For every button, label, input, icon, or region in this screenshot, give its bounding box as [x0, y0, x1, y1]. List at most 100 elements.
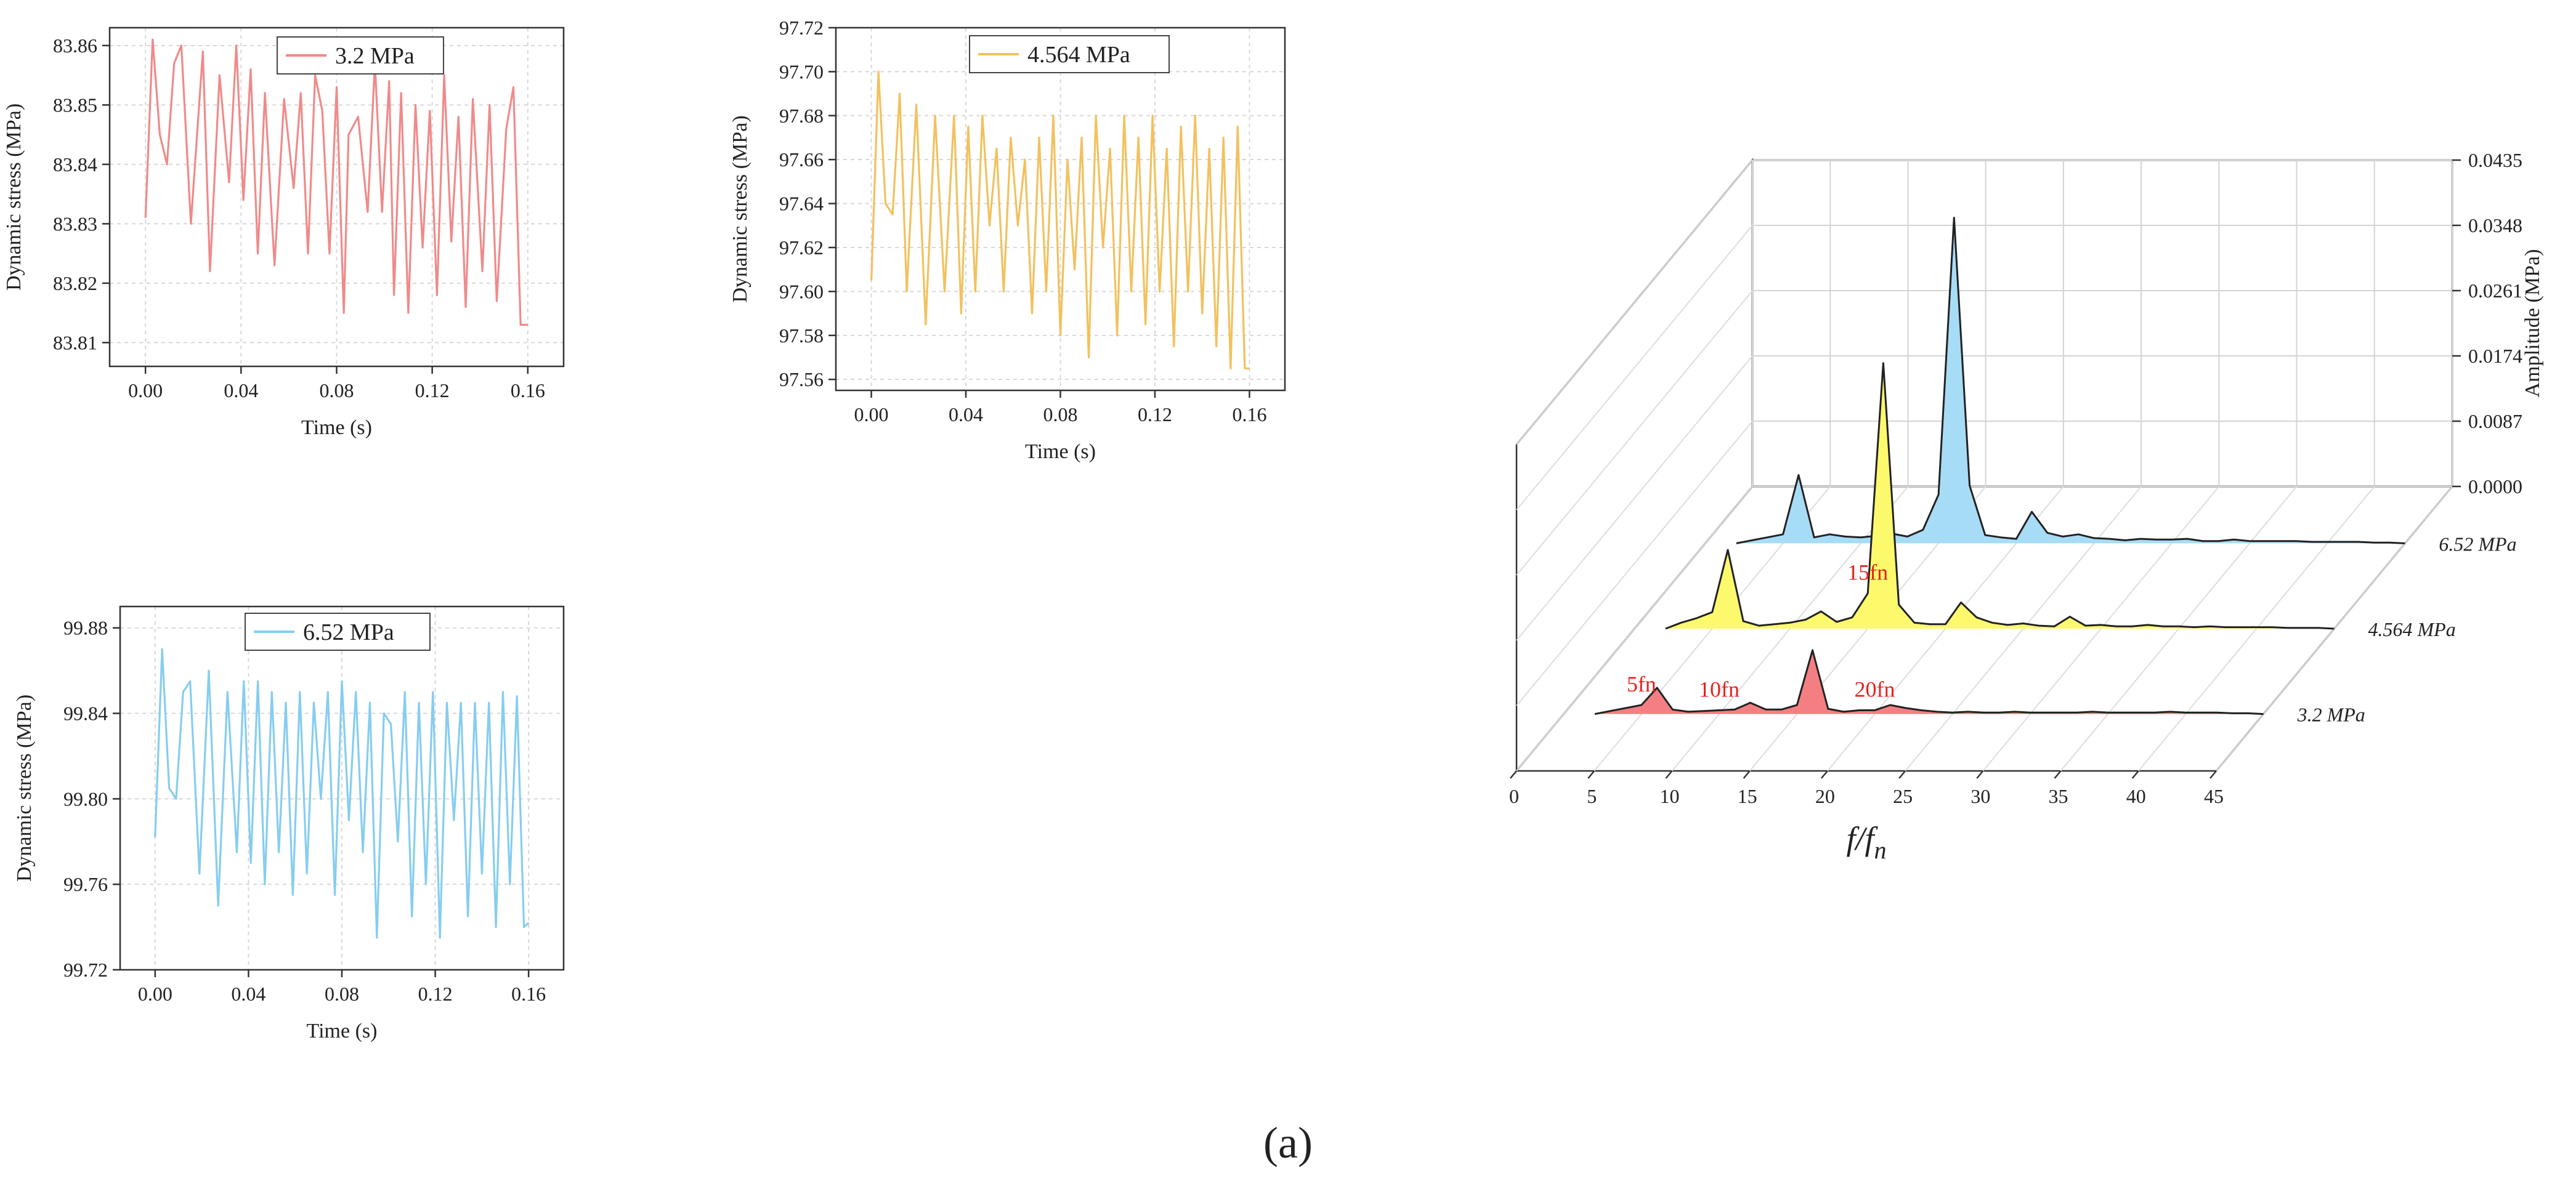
panel1-xtick-label: 0.16	[511, 379, 545, 401]
panel4-annotation: 15fn	[1847, 560, 1888, 585]
panel3-xtick-label: 0.04	[231, 983, 265, 1005]
panel2-ytick-label: 97.56	[779, 368, 824, 390]
panel4-leftwall-zgrid	[1516, 159, 1753, 445]
panel4-xtick-mark	[1587, 770, 1595, 779]
panel3-xtick-label: 0.08	[325, 983, 359, 1005]
panel4-xtick-mark	[2054, 770, 2062, 779]
panel4-annotation: 20fn	[1854, 677, 1895, 702]
panel3-ytick-label: 99.76	[63, 873, 108, 895]
panel4-ztick-label: 0.0000	[2468, 475, 2522, 498]
panel4-xtick-mark	[1820, 770, 1828, 779]
panel2-xtick-label: 0.16	[1232, 403, 1266, 425]
panel4-annotation: 10fn	[1699, 677, 1740, 702]
panel2-ytick-label: 97.60	[779, 280, 824, 302]
panel4-back-wall	[1751, 159, 2453, 488]
panel4-xtick-label: 20	[1815, 785, 1835, 807]
panel4-leftwall-zgrid	[1516, 421, 1753, 706]
panel2-legend-label: 4.564 MPa	[1027, 42, 1130, 68]
panel4-annotation: 5fn	[1627, 672, 1656, 696]
panel4-xtick-mark	[2131, 770, 2139, 779]
panel2-ytick-label: 97.70	[779, 60, 824, 83]
panel3-legend-label: 6.52 MPa	[303, 619, 394, 645]
panel1-xtick-label: 0.12	[415, 379, 450, 401]
panel4-ztick-label: 0.0087	[2468, 410, 2522, 432]
panel4-xtick-label: 45	[2204, 785, 2224, 807]
panel4-xtick-label: 0	[1509, 785, 1519, 807]
panel2-xtick-label: 0.08	[1043, 403, 1078, 425]
panel1-xtick-label: 0.00	[128, 379, 163, 401]
panel4-series-fill	[1666, 363, 2335, 629]
panel4-zlabel: Amplitude (MPa)	[2521, 249, 2544, 398]
panel4-series-line	[1594, 649, 2264, 715]
panel2-ytick-label: 97.66	[779, 148, 824, 171]
panel4-xtick-mark	[2209, 770, 2217, 779]
panel3-ytick-label: 99.80	[63, 788, 108, 810]
panel2-xtick-label: 0.04	[949, 403, 983, 425]
panel4-leftwall-zgrid	[1516, 290, 1753, 576]
panel4-xtick-label: 25	[1893, 785, 1913, 807]
panel4-series-fill	[1736, 217, 2405, 544]
panel3-xtick-label: 0.12	[418, 983, 453, 1005]
panel4-xtick-label: 40	[2126, 785, 2146, 807]
panel1-ytick-label: 83.85	[53, 94, 97, 116]
panel1-xlabel: Time (s)	[301, 416, 372, 439]
panel4-series-line	[1665, 362, 2335, 630]
panel2-xlabel: Time (s)	[1025, 440, 1096, 463]
panel1-ytick-label: 83.86	[53, 34, 97, 57]
panel2-xtick-label: 0.12	[1138, 403, 1172, 425]
panel4-xtick-label: 35	[2049, 785, 2068, 807]
panel4-series-line	[1736, 217, 2405, 544]
panel4-leftwall-zgrid	[1516, 486, 1753, 772]
panel2-ytick-label: 97.64	[779, 193, 824, 215]
panel4-xtick-mark	[1665, 770, 1673, 779]
panel3-ytick-label: 99.72	[63, 959, 108, 981]
panel4-xtick-mark	[1510, 770, 1517, 779]
panel4-leftwall-zgrid	[1516, 225, 1753, 510]
panel4-xtick-mark	[1976, 770, 1984, 779]
panel1-ytick-label: 83.81	[53, 331, 97, 353]
panel2-xtick-label: 0.00	[854, 403, 889, 425]
panel2-ytick-label: 97.58	[779, 324, 824, 347]
panel1-ytick-label: 83.83	[53, 212, 97, 235]
panel4-xtick-label: 15	[1738, 785, 1757, 807]
panel2-ytick-label: 97.72	[779, 17, 824, 39]
panel4-ztick-label: 0.0261	[2468, 280, 2522, 302]
panel4-xlabel: f/fn	[1846, 820, 1886, 864]
panel1-xtick-label: 0.08	[320, 379, 354, 401]
panel4-series-label: 4.564 MPa	[2368, 618, 2456, 640]
panel2-ylabel: Dynamic stress (MPa)	[729, 115, 751, 302]
panel1-ytick-label: 83.84	[53, 153, 97, 175]
panel3-series-line	[154, 648, 530, 939]
panel1-frame	[108, 26, 565, 368]
panel3-xlabel: Time (s)	[307, 1020, 378, 1042]
panel4-xtick-label: 30	[1970, 785, 1990, 807]
panel3-xtick-label: 0.00	[138, 983, 172, 1005]
panel4-xtick-label: 5	[1587, 785, 1597, 807]
panel3-ylabel: Dynamic stress (MPa)	[13, 695, 36, 882]
panel4-ztick-label: 0.0174	[2468, 345, 2522, 367]
panel4-series-label: 3.2 MPa	[2297, 704, 2365, 726]
panel1-panel: 0.00 0.04 0.08 0.12 0.16 83.81 83.82 83.83 83.84…	[2, 26, 565, 439]
figure-caption: (a)	[1263, 1118, 1313, 1167]
panel3-ytick-label: 99.84	[63, 703, 108, 725]
panel1-legend-label: 3.2 MPa	[335, 43, 415, 69]
panel4-xtick-label: 10	[1659, 785, 1679, 807]
panel4-series-fill	[1595, 650, 2264, 714]
panel3-panel: 0.00 0.04 0.08 0.12 0.16 99.72 99.76 99.80 99.84…	[13, 605, 565, 1042]
panel1-ytick-label: 83.82	[53, 272, 97, 294]
panel4-series-label: 6.52 MPa	[2439, 533, 2516, 555]
panel4-leftwall-zgrid	[1516, 355, 1753, 641]
panel2-panel: 0.00 0.04 0.08 0.12 0.16 97.56 97.58 97.60 97.62…	[729, 17, 1286, 463]
panel1-ylabel: Dynamic stress (MPa)	[2, 103, 25, 291]
panel4-xtick-mark	[1898, 770, 1906, 779]
panel2-ytick-label: 97.68	[779, 105, 824, 127]
panel3-xtick-label: 0.16	[511, 983, 546, 1005]
panel2-ytick-label: 97.62	[779, 236, 824, 259]
panel2-series-line	[870, 70, 1250, 369]
panel1-xtick-label: 0.04	[224, 379, 258, 401]
panel4-xtick-mark	[1743, 770, 1751, 779]
panel4-ztick-label: 0.0435	[2468, 149, 2522, 171]
panel3-ytick-label: 99.88	[63, 617, 108, 639]
panel4-panel: 6.52 MPa 4.564 MPa 3.2 MPa 0 5 10 15 20 25 30 35 40…	[1509, 149, 2544, 864]
